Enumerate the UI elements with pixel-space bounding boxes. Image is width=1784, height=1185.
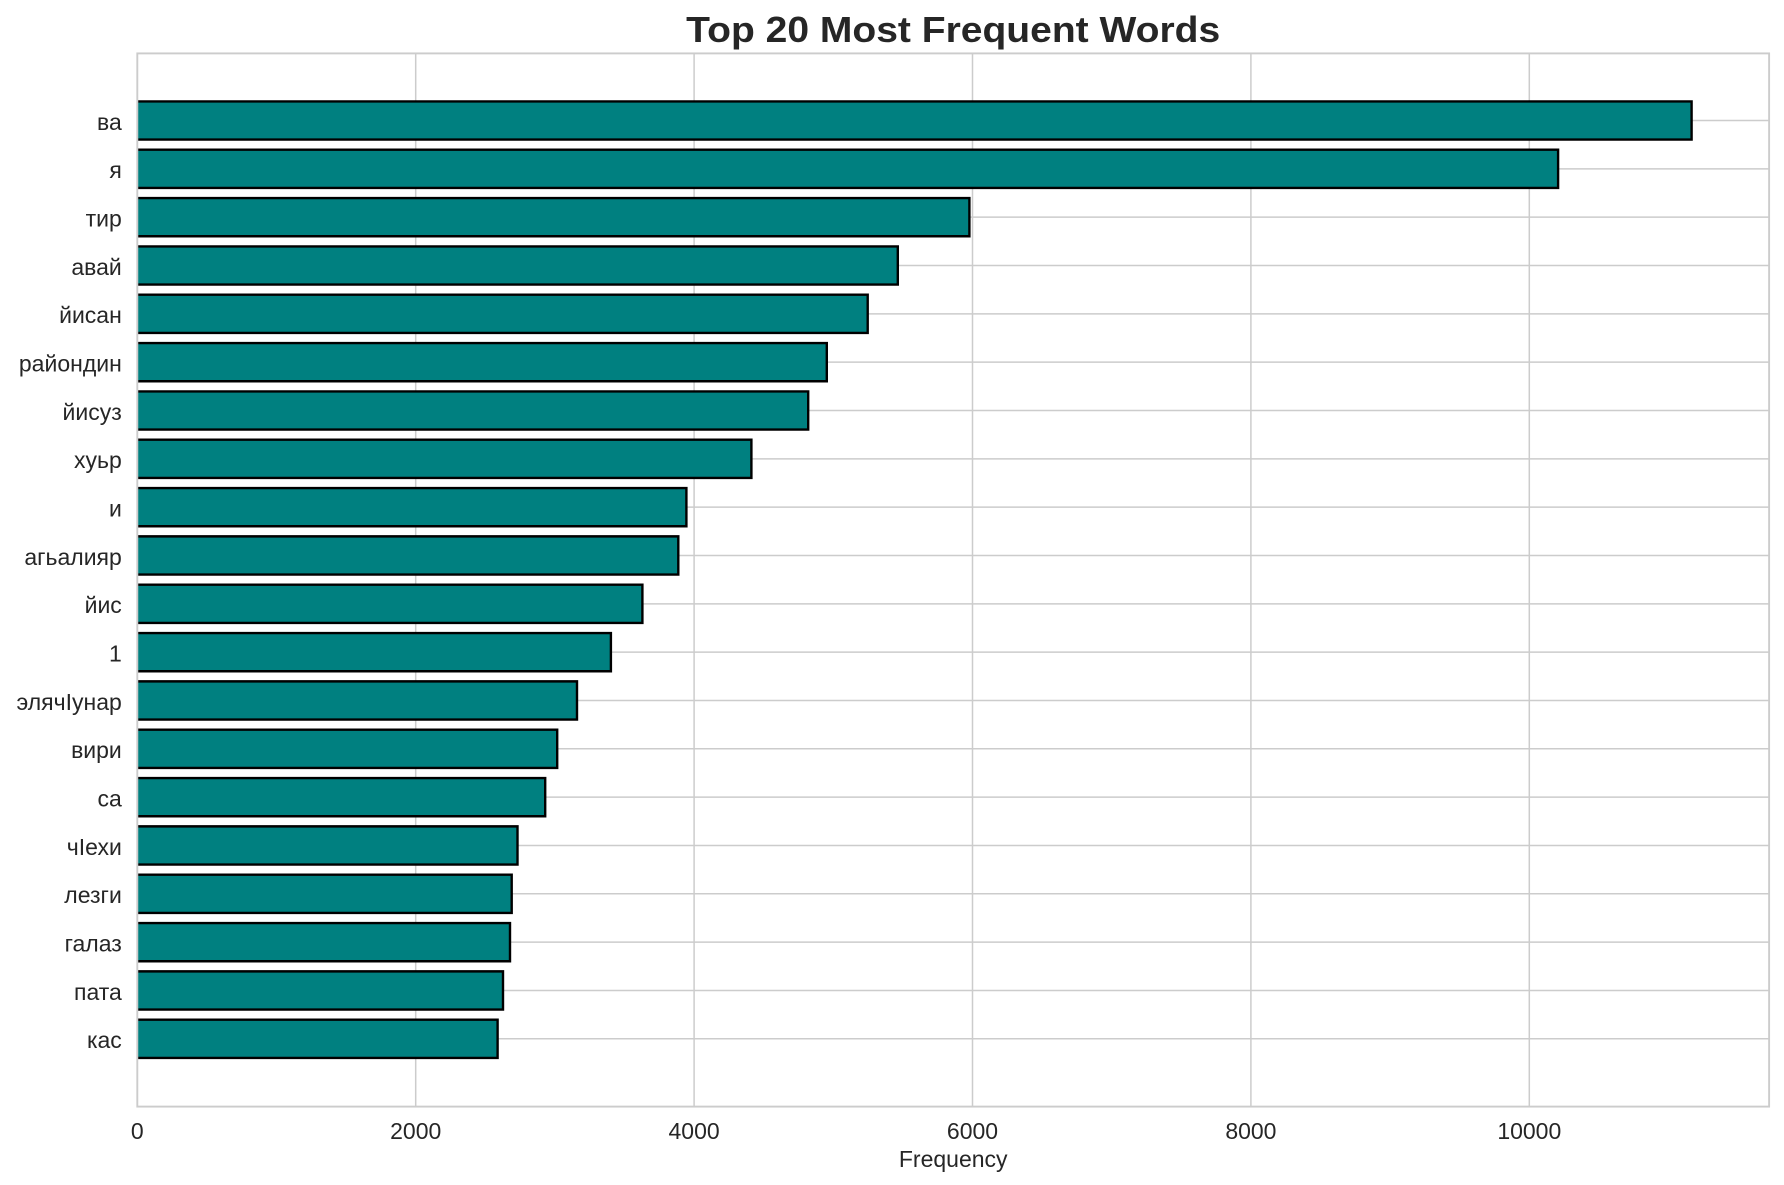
svg-text:2000: 2000 [390,1118,441,1144]
svg-text:йис: йис [85,592,122,618]
svg-text:4000: 4000 [669,1118,720,1144]
svg-text:кас: кас [87,1027,122,1053]
svg-text:йисан: йисан [59,302,122,328]
svg-text:ва: ва [97,109,122,135]
svg-text:0: 0 [131,1118,144,1144]
svg-text:са: са [98,785,123,811]
svg-text:хуьр: хуьр [74,447,122,473]
svg-text:пата: пата [74,979,122,1005]
svg-text:и: и [109,495,122,521]
svg-text:я: я [109,157,121,183]
svg-text:элячӀунар: элячӀунар [17,689,122,715]
svg-text:тир: тир [86,205,122,231]
svg-text:чӀехи: чӀехи [67,834,122,860]
svg-text:лезги: лезги [64,882,122,908]
svg-text:галаз: галаз [65,930,122,956]
svg-text:авай: авай [71,254,121,280]
svg-text:агьалияр: агьалияр [24,544,121,570]
svg-text:1: 1 [109,640,122,666]
svg-text:10000: 10000 [1497,1118,1561,1144]
svg-text:райондин: райондин [19,350,122,376]
svg-text:вири: вири [71,737,122,763]
svg-text:Top 20 Most Frequent Words: Top 20 Most Frequent Words [686,9,1220,50]
svg-text:8000: 8000 [1225,1118,1276,1144]
svg-text:Frequency: Frequency [899,1146,1008,1172]
svg-text:6000: 6000 [947,1118,998,1144]
svg-text:йисуз: йисуз [63,399,122,425]
